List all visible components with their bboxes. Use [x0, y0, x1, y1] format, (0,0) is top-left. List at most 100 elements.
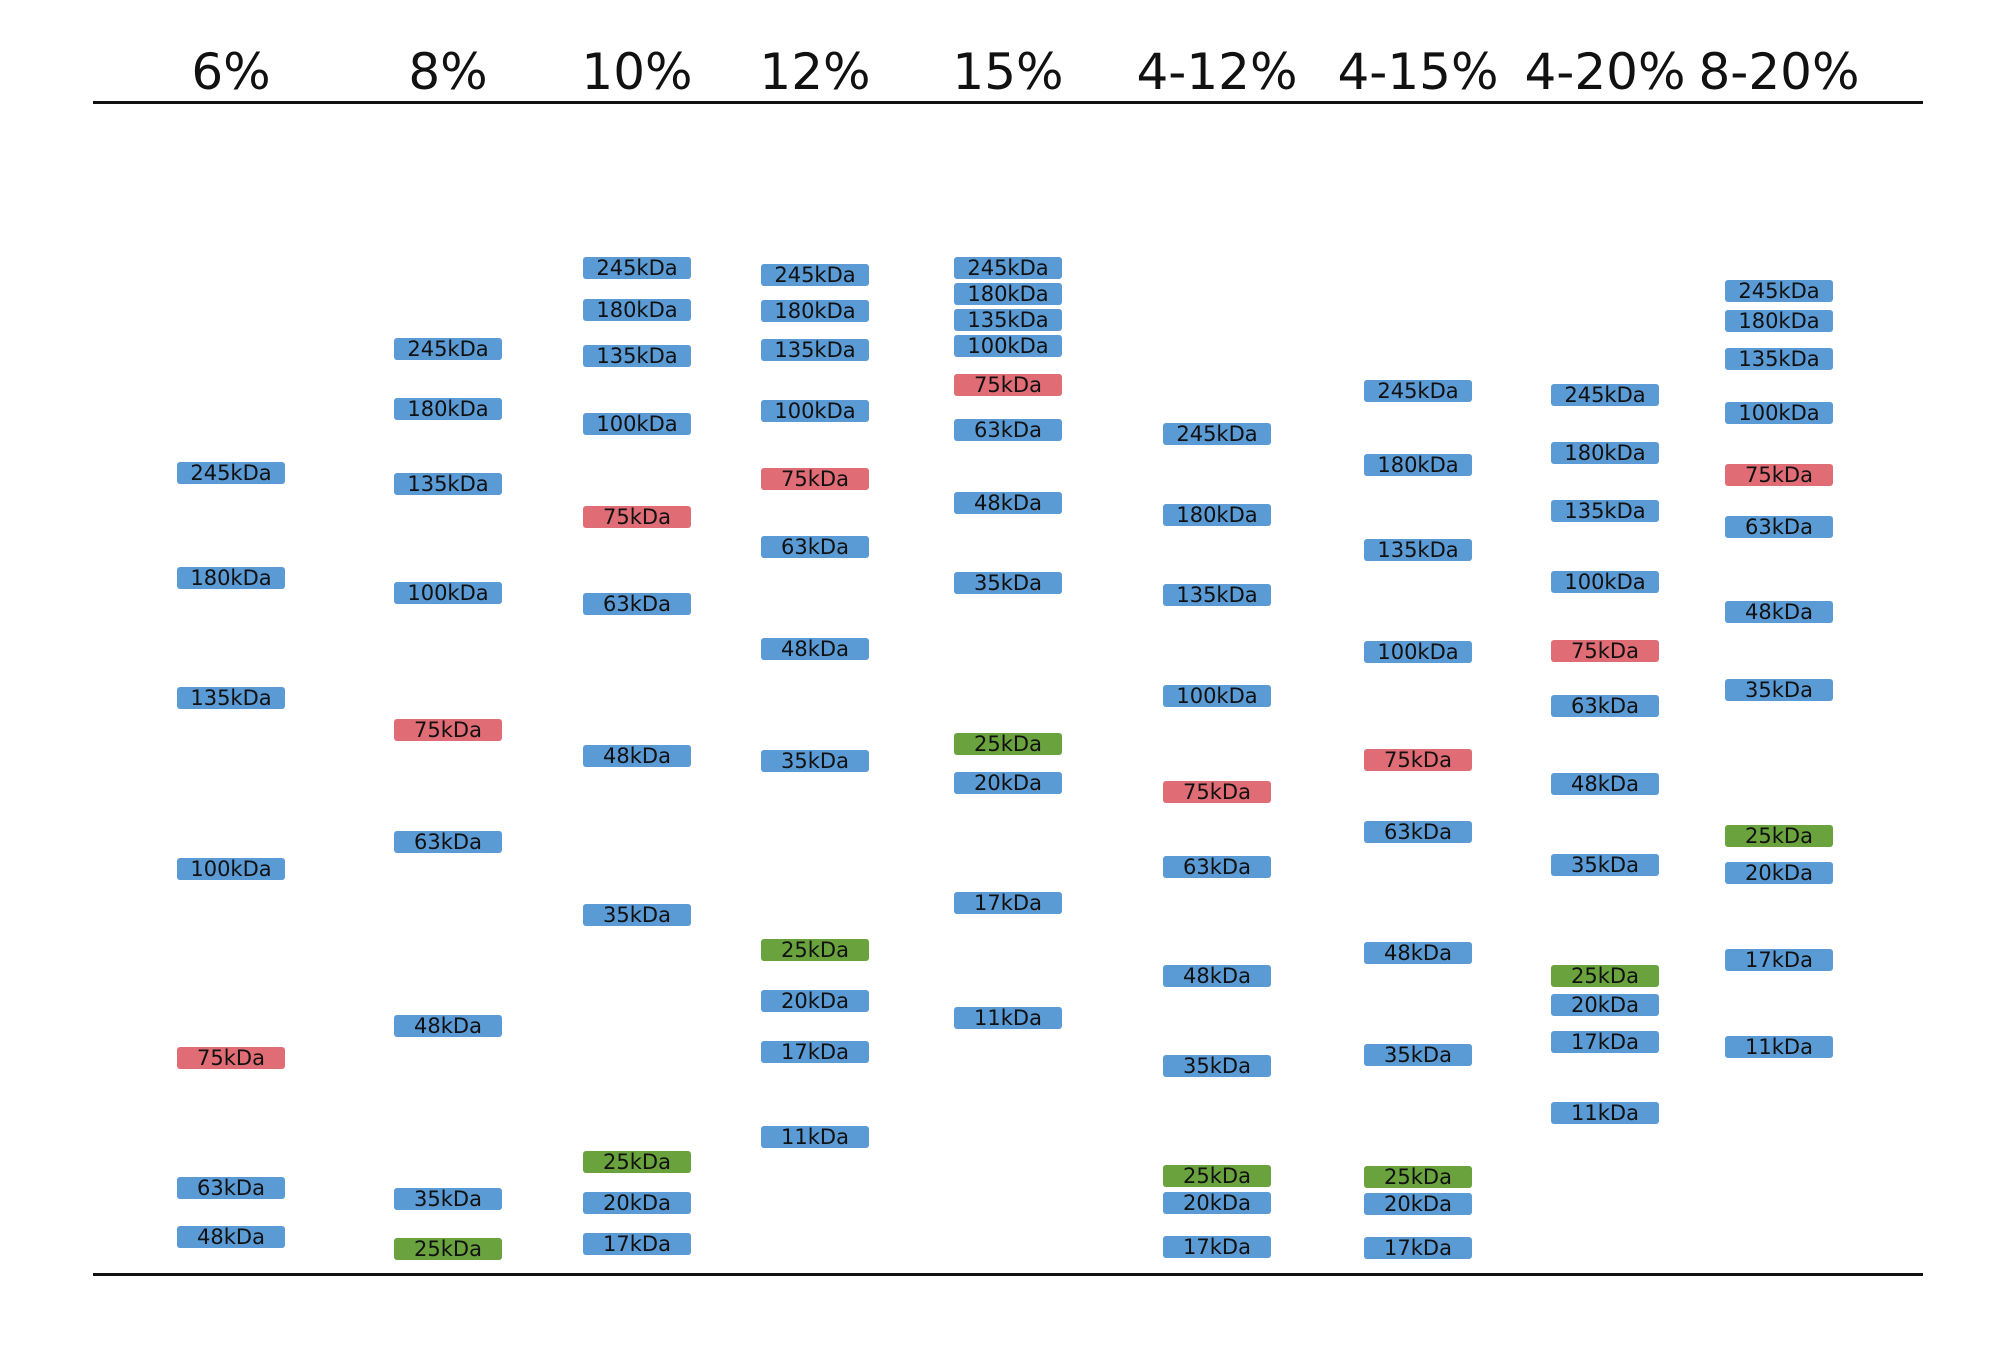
marker-band-100kda: 100kDa	[394, 582, 502, 604]
marker-band-180kda: 180kDa	[1163, 504, 1271, 526]
marker-band-100kda: 100kDa	[1725, 402, 1833, 424]
marker-band-75kda: 75kDa	[954, 374, 1062, 396]
lane-label: 4-15%	[1337, 43, 1499, 101]
marker-band-75kda: 75kDa	[177, 1047, 285, 1069]
marker-band-25kda: 25kDa	[1163, 1165, 1271, 1187]
marker-band-25kda: 25kDa	[1364, 1166, 1472, 1188]
marker-band-20kda: 20kDa	[954, 772, 1062, 794]
marker-band-180kda: 180kDa	[1725, 310, 1833, 332]
lane-label: 4-12%	[1136, 43, 1298, 101]
marker-band-245kda: 245kDa	[394, 338, 502, 360]
marker-band-17kda: 17kDa	[761, 1041, 869, 1063]
marker-band-245kda: 245kDa	[1551, 384, 1659, 406]
lane-label: 10%	[581, 43, 693, 101]
marker-band-100kda: 100kDa	[954, 335, 1062, 357]
marker-band-135kda: 135kDa	[394, 473, 502, 495]
marker-band-48kda: 48kDa	[761, 638, 869, 660]
marker-band-20kda: 20kDa	[1364, 1193, 1472, 1215]
marker-band-20kda: 20kDa	[1163, 1192, 1271, 1214]
lane-label: 8-20%	[1698, 43, 1860, 101]
marker-band-100kda: 100kDa	[761, 400, 869, 422]
marker-band-35kda: 35kDa	[1364, 1044, 1472, 1066]
marker-band-135kda: 135kDa	[954, 309, 1062, 331]
marker-band-245kda: 245kDa	[1364, 380, 1472, 402]
marker-band-245kda: 245kDa	[1163, 423, 1271, 445]
marker-band-75kda: 75kDa	[1551, 640, 1659, 662]
marker-band-35kda: 35kDa	[761, 750, 869, 772]
lane-label: 8%	[408, 43, 488, 101]
marker-band-63kda: 63kDa	[1551, 695, 1659, 717]
marker-band-63kda: 63kDa	[1364, 821, 1472, 843]
marker-band-63kda: 63kDa	[394, 831, 502, 853]
marker-band-100kda: 100kDa	[1364, 641, 1472, 663]
marker-band-25kda: 25kDa	[761, 939, 869, 961]
lane-label: 12%	[759, 43, 871, 101]
marker-band-180kda: 180kDa	[177, 567, 285, 589]
marker-band-245kda: 245kDa	[1725, 280, 1833, 302]
marker-band-17kda: 17kDa	[1163, 1236, 1271, 1258]
lane-label: 6%	[191, 43, 271, 101]
marker-band-75kda: 75kDa	[1163, 781, 1271, 803]
marker-band-245kda: 245kDa	[761, 264, 869, 286]
marker-band-11kda: 11kDa	[1725, 1036, 1833, 1058]
marker-band-245kda: 245kDa	[954, 257, 1062, 279]
marker-band-25kda: 25kDa	[954, 733, 1062, 755]
marker-band-17kda: 17kDa	[1551, 1031, 1659, 1053]
marker-band-180kda: 180kDa	[761, 300, 869, 322]
marker-band-180kda: 180kDa	[1364, 454, 1472, 476]
marker-band-35kda: 35kDa	[1551, 854, 1659, 876]
marker-band-25kda: 25kDa	[1551, 965, 1659, 987]
marker-band-180kda: 180kDa	[394, 398, 502, 420]
header-rule	[93, 101, 1923, 104]
marker-band-17kda: 17kDa	[1364, 1237, 1472, 1259]
marker-band-20kda: 20kDa	[1725, 862, 1833, 884]
marker-band-100kda: 100kDa	[583, 413, 691, 435]
marker-band-11kda: 11kDa	[954, 1007, 1062, 1029]
marker-band-63kda: 63kDa	[1163, 856, 1271, 878]
marker-band-63kda: 63kDa	[954, 419, 1062, 441]
lane-label: 4-20%	[1524, 43, 1686, 101]
marker-band-135kda: 135kDa	[177, 687, 285, 709]
marker-band-75kda: 75kDa	[761, 468, 869, 490]
marker-band-20kda: 20kDa	[761, 990, 869, 1012]
marker-band-180kda: 180kDa	[954, 283, 1062, 305]
marker-band-48kda: 48kDa	[1163, 965, 1271, 987]
marker-band-48kda: 48kDa	[394, 1015, 502, 1037]
gel-bottom-rule	[93, 1273, 1923, 1276]
marker-band-135kda: 135kDa	[1364, 539, 1472, 561]
marker-band-245kda: 245kDa	[177, 462, 285, 484]
marker-band-180kda: 180kDa	[1551, 442, 1659, 464]
marker-band-135kda: 135kDa	[583, 345, 691, 367]
marker-band-48kda: 48kDa	[1725, 601, 1833, 623]
lane-label: 15%	[952, 43, 1064, 101]
marker-band-20kda: 20kDa	[1551, 994, 1659, 1016]
marker-band-63kda: 63kDa	[583, 593, 691, 615]
marker-band-100kda: 100kDa	[1551, 571, 1659, 593]
marker-band-48kda: 48kDa	[1364, 942, 1472, 964]
marker-band-11kda: 11kDa	[761, 1126, 869, 1148]
marker-band-180kda: 180kDa	[583, 299, 691, 321]
marker-band-48kda: 48kDa	[177, 1226, 285, 1248]
marker-band-135kda: 135kDa	[1163, 584, 1271, 606]
marker-band-11kda: 11kDa	[1551, 1102, 1659, 1124]
marker-band-17kda: 17kDa	[583, 1233, 691, 1255]
marker-band-75kda: 75kDa	[583, 506, 691, 528]
marker-band-48kda: 48kDa	[1551, 773, 1659, 795]
marker-band-25kda: 25kDa	[583, 1151, 691, 1173]
marker-band-35kda: 35kDa	[394, 1188, 502, 1210]
marker-band-17kda: 17kDa	[1725, 949, 1833, 971]
marker-band-63kda: 63kDa	[761, 536, 869, 558]
marker-band-100kda: 100kDa	[177, 858, 285, 880]
marker-band-48kda: 48kDa	[954, 492, 1062, 514]
marker-band-100kda: 100kDa	[1163, 685, 1271, 707]
marker-band-35kda: 35kDa	[954, 572, 1062, 594]
marker-band-35kda: 35kDa	[1163, 1055, 1271, 1077]
marker-band-20kda: 20kDa	[583, 1192, 691, 1214]
marker-band-75kda: 75kDa	[1725, 464, 1833, 486]
marker-band-25kda: 25kDa	[394, 1238, 502, 1260]
marker-band-17kda: 17kDa	[954, 892, 1062, 914]
marker-band-135kda: 135kDa	[761, 339, 869, 361]
marker-band-245kda: 245kDa	[583, 257, 691, 279]
marker-band-63kda: 63kDa	[177, 1177, 285, 1199]
